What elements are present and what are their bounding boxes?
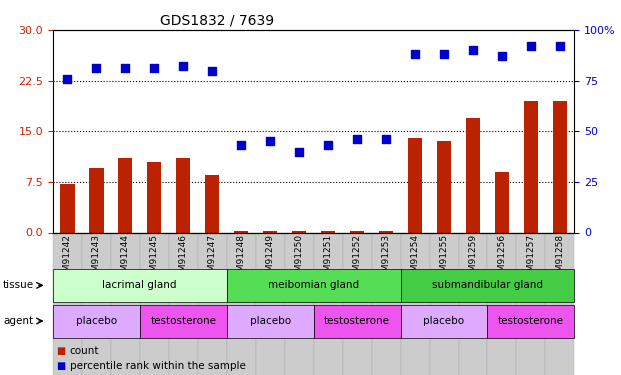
Text: agent: agent <box>3 316 34 326</box>
Point <box>555 43 565 49</box>
Bar <box>53 232 82 375</box>
Text: placebo: placebo <box>76 316 117 326</box>
Text: GDS1832 / 7639: GDS1832 / 7639 <box>160 13 274 27</box>
Point <box>120 66 130 72</box>
Point <box>236 142 246 148</box>
Bar <box>408 138 422 232</box>
Point <box>62 76 72 82</box>
Bar <box>314 232 343 375</box>
Bar <box>495 172 509 232</box>
Text: count: count <box>70 346 99 356</box>
Bar <box>227 232 256 375</box>
Bar <box>343 232 371 375</box>
Point <box>178 63 188 69</box>
Text: lacrimal gland: lacrimal gland <box>102 280 177 290</box>
Point <box>294 148 304 154</box>
Bar <box>545 232 574 375</box>
Bar <box>292 231 306 232</box>
Bar <box>147 162 161 232</box>
Bar <box>118 158 132 232</box>
Point <box>91 66 101 72</box>
Point <box>207 68 217 74</box>
Bar <box>466 118 480 232</box>
Bar <box>197 232 227 375</box>
Bar <box>350 231 365 232</box>
Bar <box>401 232 430 375</box>
Bar <box>263 231 278 232</box>
Bar <box>437 141 451 232</box>
Point <box>323 142 333 148</box>
Text: testosterone: testosterone <box>324 316 390 326</box>
Bar <box>284 232 314 375</box>
Point <box>439 51 449 57</box>
Text: placebo: placebo <box>250 316 291 326</box>
Bar <box>371 232 401 375</box>
Text: submandibular gland: submandibular gland <box>432 280 543 290</box>
Bar <box>487 232 517 375</box>
Bar <box>60 184 75 232</box>
Point <box>526 43 536 49</box>
Bar <box>169 232 197 375</box>
Bar <box>321 231 335 232</box>
Point <box>497 53 507 59</box>
Text: tissue: tissue <box>3 280 34 290</box>
Text: percentile rank within the sample: percentile rank within the sample <box>70 361 245 370</box>
Text: placebo: placebo <box>424 316 465 326</box>
Point <box>410 51 420 57</box>
Bar <box>111 232 140 375</box>
Bar <box>140 232 169 375</box>
Bar <box>517 232 545 375</box>
Bar <box>379 231 393 232</box>
Bar <box>524 101 538 232</box>
Text: ■: ■ <box>56 361 65 370</box>
Bar <box>89 168 104 232</box>
Point <box>381 136 391 142</box>
Text: testosterone: testosterone <box>150 316 216 326</box>
Point <box>352 136 362 142</box>
Bar <box>82 232 111 375</box>
Text: meibomian gland: meibomian gland <box>268 280 359 290</box>
Bar <box>176 158 191 232</box>
Bar <box>256 232 284 375</box>
Bar <box>430 232 458 375</box>
Bar <box>234 231 248 232</box>
Point <box>468 47 478 53</box>
Point <box>149 66 159 72</box>
Bar <box>458 232 487 375</box>
Bar <box>553 101 567 232</box>
Bar <box>205 175 219 232</box>
Text: ■: ■ <box>56 346 65 356</box>
Point <box>265 138 275 144</box>
Text: testosterone: testosterone <box>498 316 564 326</box>
